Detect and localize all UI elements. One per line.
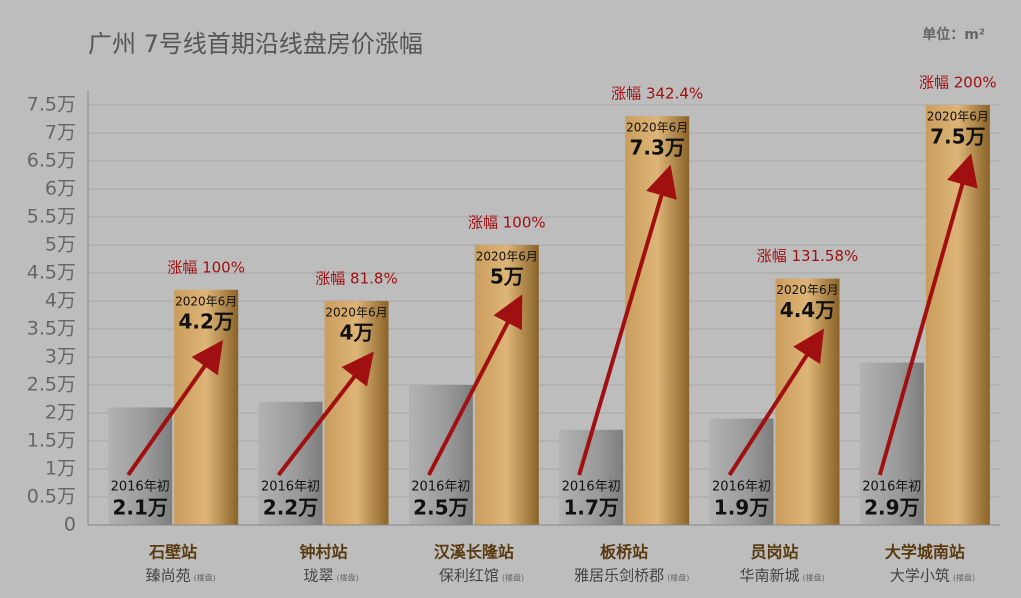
series-label: 2020年6月 bbox=[626, 121, 688, 135]
growth-label: 涨幅 200% bbox=[919, 74, 997, 92]
arrow bbox=[126, 339, 224, 477]
growth-label: 涨幅 342.4% bbox=[611, 85, 703, 103]
y-tick-label: 1万 bbox=[45, 458, 76, 480]
bar bbox=[559, 429, 624, 525]
value-label: 2.2万 bbox=[263, 496, 318, 520]
series-label: 2020年6月 bbox=[927, 110, 989, 124]
sublabel: 珑翠 bbox=[303, 567, 333, 585]
value-label: 2.1万 bbox=[112, 496, 167, 520]
growth-label: 涨幅 100% bbox=[167, 258, 245, 276]
value-label: 1.7万 bbox=[563, 496, 618, 520]
sublabel: 华南新城 bbox=[739, 567, 799, 585]
bar bbox=[709, 418, 774, 525]
arrow bbox=[877, 153, 978, 476]
series-label: 2016年初 bbox=[261, 480, 320, 495]
growth-label: 涨幅 100% bbox=[468, 214, 546, 232]
category-label: 员岗站 bbox=[750, 543, 798, 562]
sublabel-note: (楼盘) bbox=[667, 573, 689, 583]
y-tick-label: 6万 bbox=[45, 178, 76, 200]
y-tick-label: 2万 bbox=[45, 402, 76, 424]
series-label: 2016年初 bbox=[562, 480, 621, 495]
y-tick-label: 0.5万 bbox=[27, 486, 76, 508]
series-label: 2016年初 bbox=[411, 480, 470, 495]
value-label: 4.4万 bbox=[780, 298, 835, 322]
y-tick-label: 4.5万 bbox=[27, 262, 76, 284]
y-tick-label: 3万 bbox=[45, 346, 76, 368]
value-label: 2.9万 bbox=[864, 496, 919, 520]
bar bbox=[859, 362, 924, 525]
y-tick-label: 7.5万 bbox=[27, 94, 76, 116]
sublabel-note: (楼盘) bbox=[803, 573, 825, 583]
series-label: 2016年初 bbox=[862, 480, 921, 495]
y-tick-label: 4万 bbox=[45, 290, 76, 312]
sublabel: 臻尚苑 bbox=[146, 567, 191, 585]
sublabel: 保利红馆 bbox=[439, 567, 499, 585]
series-label: 2016年初 bbox=[111, 480, 170, 495]
category-label: 板桥站 bbox=[600, 543, 648, 562]
arrow bbox=[427, 294, 523, 476]
bar bbox=[174, 289, 239, 525]
y-tick-label: 2.5万 bbox=[27, 374, 76, 396]
value-label: 5万 bbox=[490, 265, 524, 289]
y-tick-label: 6.5万 bbox=[27, 150, 76, 172]
arrow bbox=[727, 328, 825, 477]
series-label: 2020年6月 bbox=[776, 283, 838, 297]
y-tick-label: 5万 bbox=[45, 234, 76, 256]
y-tick-label: 5.5万 bbox=[27, 206, 76, 228]
category-label: 钟村站 bbox=[299, 543, 347, 562]
unit-label: 单位：m² bbox=[922, 26, 985, 43]
value-label: 2.5万 bbox=[413, 496, 468, 520]
sublabel-note: (楼盘) bbox=[953, 573, 975, 583]
series-label: 2016年初 bbox=[712, 480, 771, 495]
value-label: 4万 bbox=[340, 321, 374, 345]
bar bbox=[474, 245, 539, 525]
y-tick-label: 0 bbox=[64, 514, 76, 536]
bar bbox=[258, 401, 323, 525]
arrow bbox=[577, 164, 677, 476]
value-label: 1.9万 bbox=[714, 496, 769, 520]
chart-title: 广州 7号线首期沿线盘房价涨幅 bbox=[88, 30, 423, 58]
arrow bbox=[276, 351, 374, 477]
value-label: 7.3万 bbox=[629, 136, 684, 160]
category-label: 大学城南站 bbox=[885, 543, 965, 562]
y-tick-label: 1.5万 bbox=[27, 430, 76, 452]
sublabel-note: (楼盘) bbox=[337, 573, 359, 583]
y-tick-label: 3.5万 bbox=[27, 318, 76, 340]
bar bbox=[775, 278, 840, 525]
bar bbox=[324, 301, 389, 525]
bar bbox=[925, 105, 990, 525]
sublabel-note: (楼盘) bbox=[502, 573, 524, 583]
growth-label: 涨幅 131.58% bbox=[757, 247, 859, 265]
sublabel: 雅居乐剑桥郡 bbox=[574, 567, 664, 585]
value-label: 4.2万 bbox=[178, 309, 233, 333]
category-label: 石壁站 bbox=[148, 543, 197, 562]
sublabel-note: (楼盘) bbox=[194, 573, 216, 583]
series-label: 2020年6月 bbox=[325, 306, 387, 320]
value-label: 7.5万 bbox=[930, 125, 985, 149]
y-tick-label: 7万 bbox=[45, 122, 76, 144]
bar bbox=[625, 116, 690, 525]
category-label: 汉溪长隆站 bbox=[434, 543, 514, 562]
sublabel: 大学小筑 bbox=[890, 567, 950, 585]
growth-label: 涨幅 81.8% bbox=[315, 270, 397, 288]
series-label: 2020年6月 bbox=[175, 294, 237, 308]
series-label: 2020年6月 bbox=[476, 250, 538, 264]
